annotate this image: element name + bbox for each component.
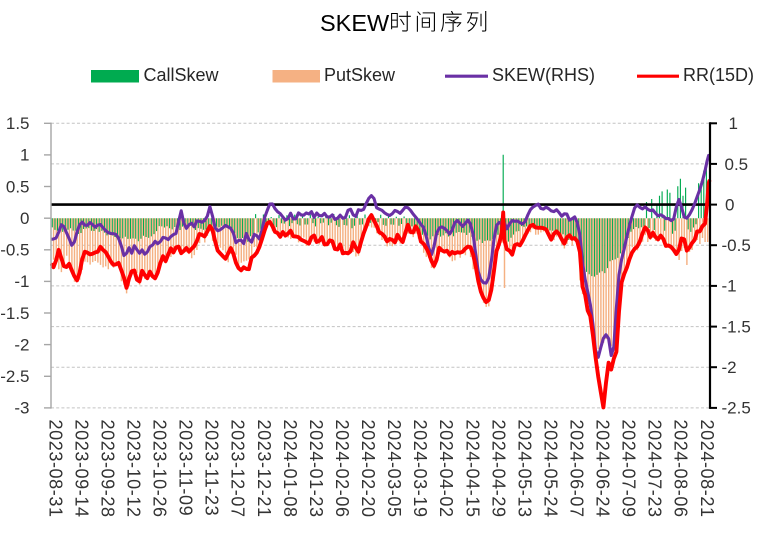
svg-text:-2.5: -2.5: [0, 367, 29, 386]
svg-text:2024-07-09: 2024-07-09: [619, 420, 639, 518]
svg-text:2023-12-07: 2023-12-07: [228, 420, 248, 518]
svg-text:2023-12-21: 2023-12-21: [254, 420, 274, 518]
svg-text:2024-03-05: 2024-03-05: [384, 420, 404, 518]
svg-text:2024-08-06: 2024-08-06: [671, 420, 691, 518]
svg-text:2024-02-06: 2024-02-06: [332, 420, 352, 518]
svg-text:2024-03-19: 2024-03-19: [410, 420, 430, 518]
svg-text:2023-11-23: 2023-11-23: [202, 420, 222, 517]
svg-text:0.5: 0.5: [725, 155, 749, 174]
svg-text:2023-09-14: 2023-09-14: [71, 420, 91, 518]
svg-text:-0.5: -0.5: [722, 236, 751, 255]
svg-text:2024-04-02: 2024-04-02: [436, 420, 456, 518]
svg-text:2023-09-28: 2023-09-28: [97, 420, 117, 518]
svg-text:-1.5: -1.5: [0, 304, 29, 323]
svg-text:CallSkew: CallSkew: [144, 65, 220, 85]
svg-text:2023-10-12: 2023-10-12: [124, 420, 144, 518]
svg-text:-3: -3: [14, 399, 29, 418]
svg-text:0.5: 0.5: [6, 177, 30, 196]
svg-text:2024-04-15: 2024-04-15: [462, 420, 482, 518]
svg-text:2024-05-24: 2024-05-24: [540, 420, 560, 518]
svg-text:2023-11-09: 2023-11-09: [176, 420, 196, 517]
svg-text:0: 0: [20, 209, 29, 228]
svg-text:SKEW(RHS): SKEW(RHS): [492, 65, 595, 85]
svg-text:2024-02-20: 2024-02-20: [358, 420, 378, 518]
svg-text:2024-08-21: 2024-08-21: [697, 420, 717, 518]
svg-text:-2: -2: [14, 335, 29, 354]
svg-text:1.5: 1.5: [6, 114, 30, 133]
svg-text:2024-05-13: 2024-05-13: [514, 420, 534, 518]
svg-text:1: 1: [20, 146, 29, 165]
svg-text:2024-06-24: 2024-06-24: [593, 420, 613, 518]
svg-text:SKEW: SKEW: [320, 10, 390, 36]
svg-text:-2.5: -2.5: [722, 399, 751, 418]
svg-text:2023-10-26: 2023-10-26: [150, 420, 170, 518]
svg-text:2024-01-08: 2024-01-08: [280, 420, 300, 518]
svg-text:2024-01-23: 2024-01-23: [306, 420, 326, 518]
svg-text:RR(15D): RR(15D): [683, 65, 754, 85]
svg-text:-1: -1: [14, 272, 29, 291]
svg-text:2024-06-07: 2024-06-07: [567, 420, 587, 518]
svg-text:0: 0: [725, 195, 734, 214]
svg-text:1: 1: [729, 114, 738, 133]
svg-text:2023-08-31: 2023-08-31: [45, 420, 65, 518]
svg-text:2024-04-29: 2024-04-29: [488, 420, 508, 518]
svg-text:-1.5: -1.5: [722, 317, 751, 336]
svg-text:2024-07-23: 2024-07-23: [645, 420, 665, 518]
svg-text:PutSkew: PutSkew: [324, 65, 396, 85]
svg-text:-1: -1: [722, 277, 737, 296]
svg-text:-2: -2: [722, 358, 737, 377]
svg-text:-0.5: -0.5: [0, 241, 29, 260]
